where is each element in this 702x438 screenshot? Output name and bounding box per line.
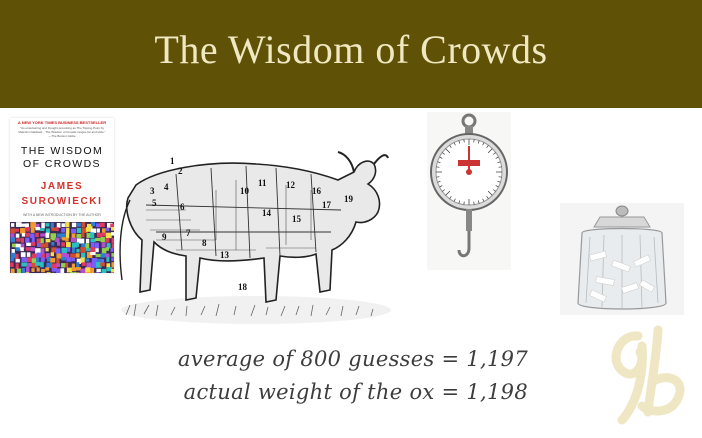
ox-cut-number: 5 <box>152 198 157 208</box>
average-guess-text: average of 800 guesses = 1,197 <box>178 347 528 371</box>
book-author-line-2: SUROWIECKI <box>21 196 103 207</box>
ox-cut-number: 12 <box>286 180 296 190</box>
ox-cut-number: 11 <box>258 178 267 188</box>
glass-jar-icon <box>560 203 684 315</box>
ox-cut-number: 14 <box>262 208 272 218</box>
ox-cut-number: 15 <box>292 214 302 224</box>
ox-cut-number: 10 <box>240 186 250 196</box>
ox-cut-number: 7 <box>186 228 191 238</box>
hanging-scale-icon <box>430 113 508 258</box>
book-author-line-1: JAMES <box>40 181 84 192</box>
book-intro-note: WITH A NEW INTRODUCTION BY THE AUTHOR <box>23 213 101 217</box>
ox-cut-number: 17 <box>322 200 332 210</box>
ox-cut-number: 4 <box>164 182 169 192</box>
ox-cut-number: 9 <box>162 232 167 242</box>
ox-cut-number: 18 <box>238 282 248 292</box>
ox-cut-number: 16 <box>312 186 322 196</box>
ox-cut-number: 6 <box>180 202 185 212</box>
crowd-mosaic-icon <box>10 222 114 273</box>
ox-cut-number: 19 <box>344 194 354 204</box>
slide-title: The Wisdom of Crowds <box>154 27 548 72</box>
ox-cut-number: 2 <box>178 166 183 176</box>
gb-monogram-logo <box>611 325 685 425</box>
ox-cut-number: 13 <box>220 250 230 260</box>
book-title-line-1: THE WISDOM <box>20 145 104 157</box>
book-cover: A NEW YORK TIMES BUSINESS BESTSELLER "As… <box>10 118 114 273</box>
book-banner: A NEW YORK TIMES BUSINESS BESTSELLER <box>17 120 107 125</box>
book-title-line-2: OF CROWDS <box>23 158 101 170</box>
ox-cut-number: 8 <box>202 238 207 248</box>
ox-cut-number: 1 <box>170 156 175 166</box>
ox-cut-number: 3 <box>150 186 155 196</box>
title-bar: The Wisdom of Crowds <box>0 0 702 108</box>
book-blurb: "As entertaining and thought-provoking a… <box>18 126 106 138</box>
actual-weight-text: actual weight of the ox = 1,198 <box>183 380 528 404</box>
